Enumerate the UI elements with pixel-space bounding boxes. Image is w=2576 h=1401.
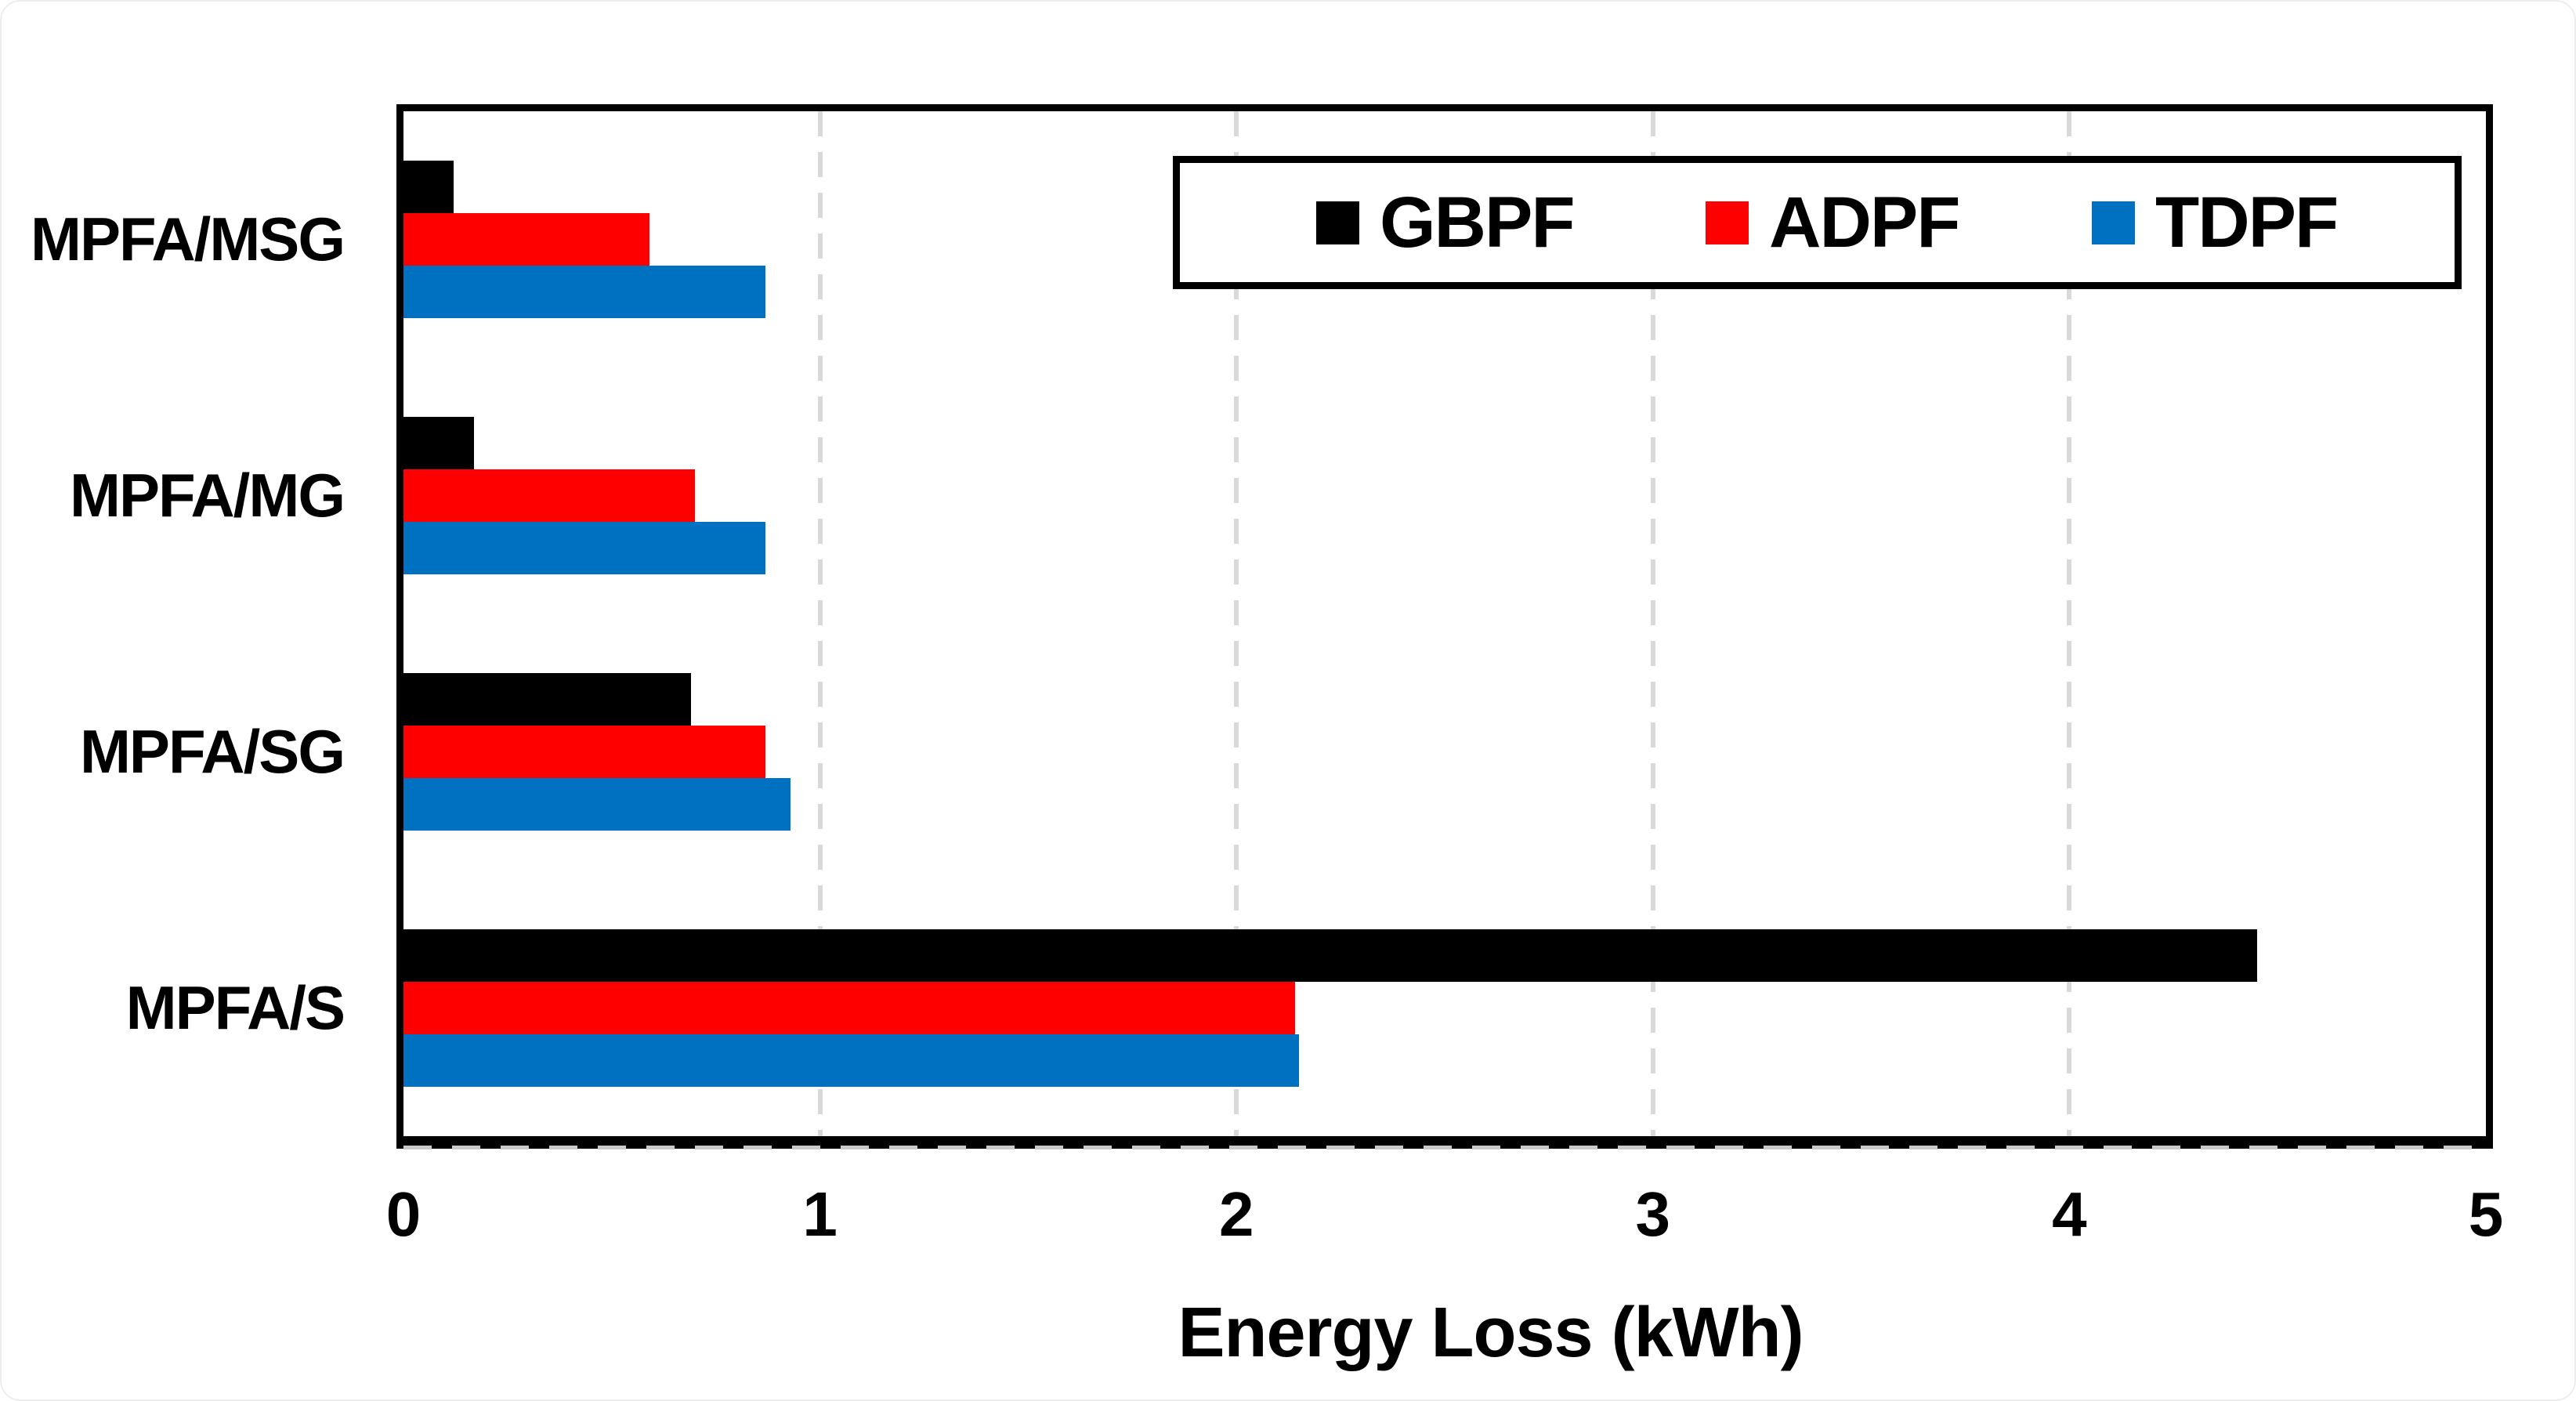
x-tick-label-2: 2 <box>1218 1179 1254 1249</box>
x-axis-title: Energy Loss (kWh) <box>1178 1294 1804 1372</box>
x-tick-label-1: 1 <box>802 1179 838 1249</box>
legend-label-gbpf: GBPF <box>1380 182 1576 262</box>
bar-gbpf-mpfa-msg <box>403 161 454 213</box>
bar-group-mpfa-s <box>403 880 2486 1136</box>
legend-swatch-gbpf <box>1316 201 1359 244</box>
gridlines-layer <box>403 111 2486 1136</box>
legend-item-tdpf: TDPF <box>2092 163 2339 282</box>
gridline-x-1 <box>817 111 823 1136</box>
legend-label-tdpf: TDPF <box>2155 182 2339 262</box>
y-axis-labels: MPFA/MSG MPFA/MG MPFA/SG MPFA/S <box>2 111 346 1136</box>
gridline-x-3 <box>1650 111 1655 1136</box>
legend-item-gbpf: GBPF <box>1316 163 1576 282</box>
legend-swatch-tdpf <box>2092 201 2135 244</box>
x-axis-ticks: 0 1 2 3 4 5 <box>386 1179 2504 1262</box>
y-axis-label-mpfa-sg: MPFA/SG <box>79 717 346 786</box>
bar-gbpf-mpfa-sg <box>403 673 691 726</box>
gridline-x-2 <box>1234 111 1239 1136</box>
bar-gbpf-mpfa-mg <box>403 417 475 469</box>
bar-gbpf-mpfa-s <box>403 929 2257 982</box>
bar-tdpf-mpfa-s <box>403 1034 1299 1087</box>
bar-group-mpfa-mg <box>403 367 2486 624</box>
y-axis-label-mpfa-msg: MPFA/MSG <box>30 205 346 273</box>
x-tick-label-3: 3 <box>1635 1179 1671 1249</box>
y-axis-label-mpfa-mg: MPFA/MG <box>70 461 346 530</box>
x-tick-label-0: 0 <box>385 1179 421 1249</box>
bar-group-mpfa-msg <box>403 111 2486 367</box>
x-tick-label-4: 4 <box>2052 1179 2087 1249</box>
legend-swatch-adpf <box>1706 201 1749 244</box>
bar-adpf-mpfa-sg <box>403 726 766 778</box>
bar-group-mpfa-sg <box>403 624 2486 880</box>
bar-tdpf-mpfa-mg <box>403 522 766 574</box>
legend-label-adpf: ADPF <box>1769 182 1960 262</box>
bar-adpf-mpfa-s <box>403 982 1295 1034</box>
bar-tdpf-mpfa-sg <box>403 778 791 831</box>
bar-adpf-mpfa-mg <box>403 469 696 522</box>
gridline-x-4 <box>2067 111 2072 1136</box>
legend-item-adpf: ADPF <box>1706 163 1960 282</box>
legend: GBPF ADPF TDPF <box>1173 156 2462 289</box>
y-axis-label-mpfa-s: MPFA/S <box>125 973 346 1042</box>
bars-layer <box>403 111 2486 1136</box>
bar-tdpf-mpfa-msg <box>403 266 766 318</box>
x-tick-label-5: 5 <box>2468 1179 2504 1249</box>
bar-adpf-mpfa-msg <box>403 213 649 266</box>
axis-underline-dashes <box>403 1146 2486 1149</box>
